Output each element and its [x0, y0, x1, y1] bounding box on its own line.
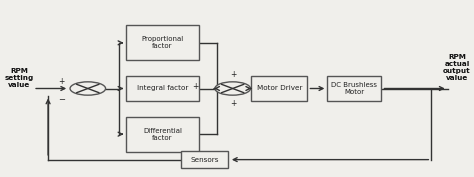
Text: Motor Driver: Motor Driver: [256, 85, 302, 92]
Text: +: +: [192, 82, 199, 91]
FancyBboxPatch shape: [127, 25, 199, 60]
FancyBboxPatch shape: [251, 76, 308, 101]
FancyBboxPatch shape: [127, 117, 199, 152]
Text: Integral factor: Integral factor: [137, 85, 188, 92]
Circle shape: [215, 82, 250, 95]
Text: RPM
actual
output
value: RPM actual output value: [443, 54, 471, 81]
FancyBboxPatch shape: [328, 76, 381, 101]
Text: Differential
factor: Differential factor: [143, 128, 182, 141]
Text: Sensors: Sensors: [191, 157, 219, 163]
Text: +: +: [230, 70, 237, 79]
Text: +: +: [58, 77, 65, 86]
Text: Proportional
factor: Proportional factor: [141, 36, 184, 49]
FancyBboxPatch shape: [181, 151, 228, 168]
Text: RPM
setting
value: RPM setting value: [4, 68, 34, 88]
Text: +: +: [230, 99, 237, 109]
FancyBboxPatch shape: [127, 76, 199, 101]
Text: DC Brushless
Motor: DC Brushless Motor: [331, 82, 377, 95]
Circle shape: [70, 82, 106, 95]
Text: −: −: [58, 95, 65, 104]
